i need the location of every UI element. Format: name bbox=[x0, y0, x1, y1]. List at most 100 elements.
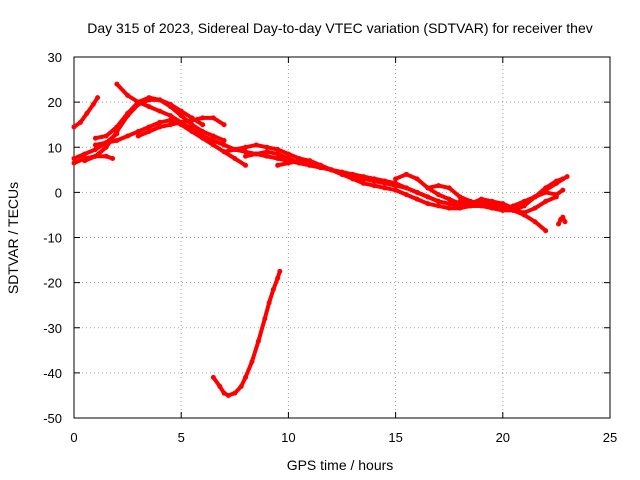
data-series bbox=[71, 81, 570, 398]
data-point bbox=[532, 194, 538, 200]
data-point bbox=[71, 160, 77, 166]
data-point bbox=[238, 383, 244, 389]
data-point bbox=[189, 122, 195, 128]
data-point bbox=[243, 149, 249, 155]
y-tick-label: 20 bbox=[48, 95, 62, 110]
y-axis-label: SDTVAR / TECUs bbox=[5, 182, 21, 294]
data-point bbox=[157, 124, 163, 130]
x-tick-label: 15 bbox=[388, 430, 402, 445]
x-tick-label: 25 bbox=[603, 430, 617, 445]
data-point bbox=[382, 180, 388, 186]
data-point bbox=[114, 124, 120, 130]
data-point bbox=[95, 95, 101, 101]
data-point bbox=[403, 171, 409, 177]
x-tick-label: 20 bbox=[496, 430, 510, 445]
data-point bbox=[146, 104, 152, 110]
data-point bbox=[92, 135, 98, 141]
data-point bbox=[210, 374, 216, 380]
data-point bbox=[543, 198, 549, 204]
axis-ticks: 0 5 10 15 20 25 -50 -40 -30 -20 -10 0 10 20 30 bbox=[43, 50, 617, 445]
data-point bbox=[393, 183, 399, 189]
series-track-g bbox=[92, 117, 249, 168]
data-point bbox=[200, 128, 206, 134]
data-point bbox=[277, 268, 283, 274]
data-point bbox=[114, 137, 120, 143]
data-point bbox=[71, 124, 77, 130]
data-point bbox=[371, 178, 377, 184]
data-point bbox=[189, 128, 195, 134]
data-point bbox=[457, 194, 463, 200]
data-point bbox=[92, 142, 98, 148]
data-point bbox=[414, 189, 420, 195]
data-point bbox=[532, 205, 538, 211]
data-point bbox=[221, 137, 227, 143]
y-tick-label: 10 bbox=[48, 140, 62, 155]
data-point bbox=[521, 210, 527, 216]
data-point bbox=[521, 201, 527, 207]
data-point bbox=[103, 153, 109, 159]
data-point bbox=[328, 167, 334, 173]
data-point bbox=[146, 128, 152, 134]
data-point bbox=[232, 156, 238, 162]
data-point bbox=[262, 316, 268, 322]
data-point bbox=[135, 128, 141, 134]
y-tick-label: -30 bbox=[43, 321, 62, 336]
data-point bbox=[125, 133, 131, 139]
y-tick-label: -10 bbox=[43, 231, 62, 246]
data-point bbox=[243, 162, 249, 168]
data-point bbox=[178, 113, 184, 119]
data-point bbox=[446, 201, 452, 207]
data-point bbox=[489, 198, 495, 204]
data-point bbox=[71, 156, 77, 162]
data-point bbox=[543, 228, 549, 234]
data-point bbox=[307, 158, 313, 164]
data-point bbox=[157, 108, 163, 114]
data-point bbox=[243, 374, 249, 380]
data-point bbox=[77, 119, 83, 125]
data-point bbox=[266, 300, 272, 306]
data-point bbox=[253, 151, 259, 157]
data-point bbox=[360, 176, 366, 182]
data-point bbox=[135, 99, 141, 105]
data-point bbox=[225, 392, 231, 398]
data-point bbox=[285, 151, 291, 157]
data-point bbox=[457, 205, 463, 211]
data-point bbox=[249, 359, 255, 365]
data-point bbox=[114, 81, 120, 87]
data-point bbox=[264, 144, 270, 150]
data-point bbox=[553, 194, 559, 200]
data-point bbox=[553, 178, 559, 184]
data-point bbox=[435, 183, 441, 189]
x-tick-label: 0 bbox=[70, 430, 77, 445]
data-point bbox=[200, 115, 206, 121]
data-point bbox=[264, 153, 270, 159]
data-point bbox=[556, 221, 562, 227]
data-point bbox=[307, 162, 313, 168]
data-point bbox=[425, 185, 431, 191]
data-point bbox=[146, 95, 152, 101]
data-point bbox=[500, 203, 506, 209]
data-point bbox=[243, 144, 249, 150]
grid-lines bbox=[74, 57, 610, 418]
data-point bbox=[167, 122, 173, 128]
data-point bbox=[393, 176, 399, 182]
data-point bbox=[275, 162, 281, 168]
data-point bbox=[275, 151, 281, 157]
data-point bbox=[425, 201, 431, 207]
data-point bbox=[560, 214, 566, 220]
data-point bbox=[275, 156, 281, 162]
data-point bbox=[339, 171, 345, 177]
data-point bbox=[200, 122, 206, 128]
data-point bbox=[167, 117, 173, 123]
data-point bbox=[157, 119, 163, 125]
series-track-q bbox=[210, 268, 283, 398]
data-point bbox=[221, 390, 227, 396]
data-point bbox=[489, 205, 495, 211]
data-point bbox=[435, 203, 441, 209]
data-point bbox=[270, 286, 276, 292]
data-point bbox=[232, 147, 238, 153]
data-point bbox=[221, 142, 227, 148]
data-point bbox=[393, 187, 399, 193]
data-point bbox=[478, 196, 484, 202]
y-tick-label: 0 bbox=[55, 185, 62, 200]
